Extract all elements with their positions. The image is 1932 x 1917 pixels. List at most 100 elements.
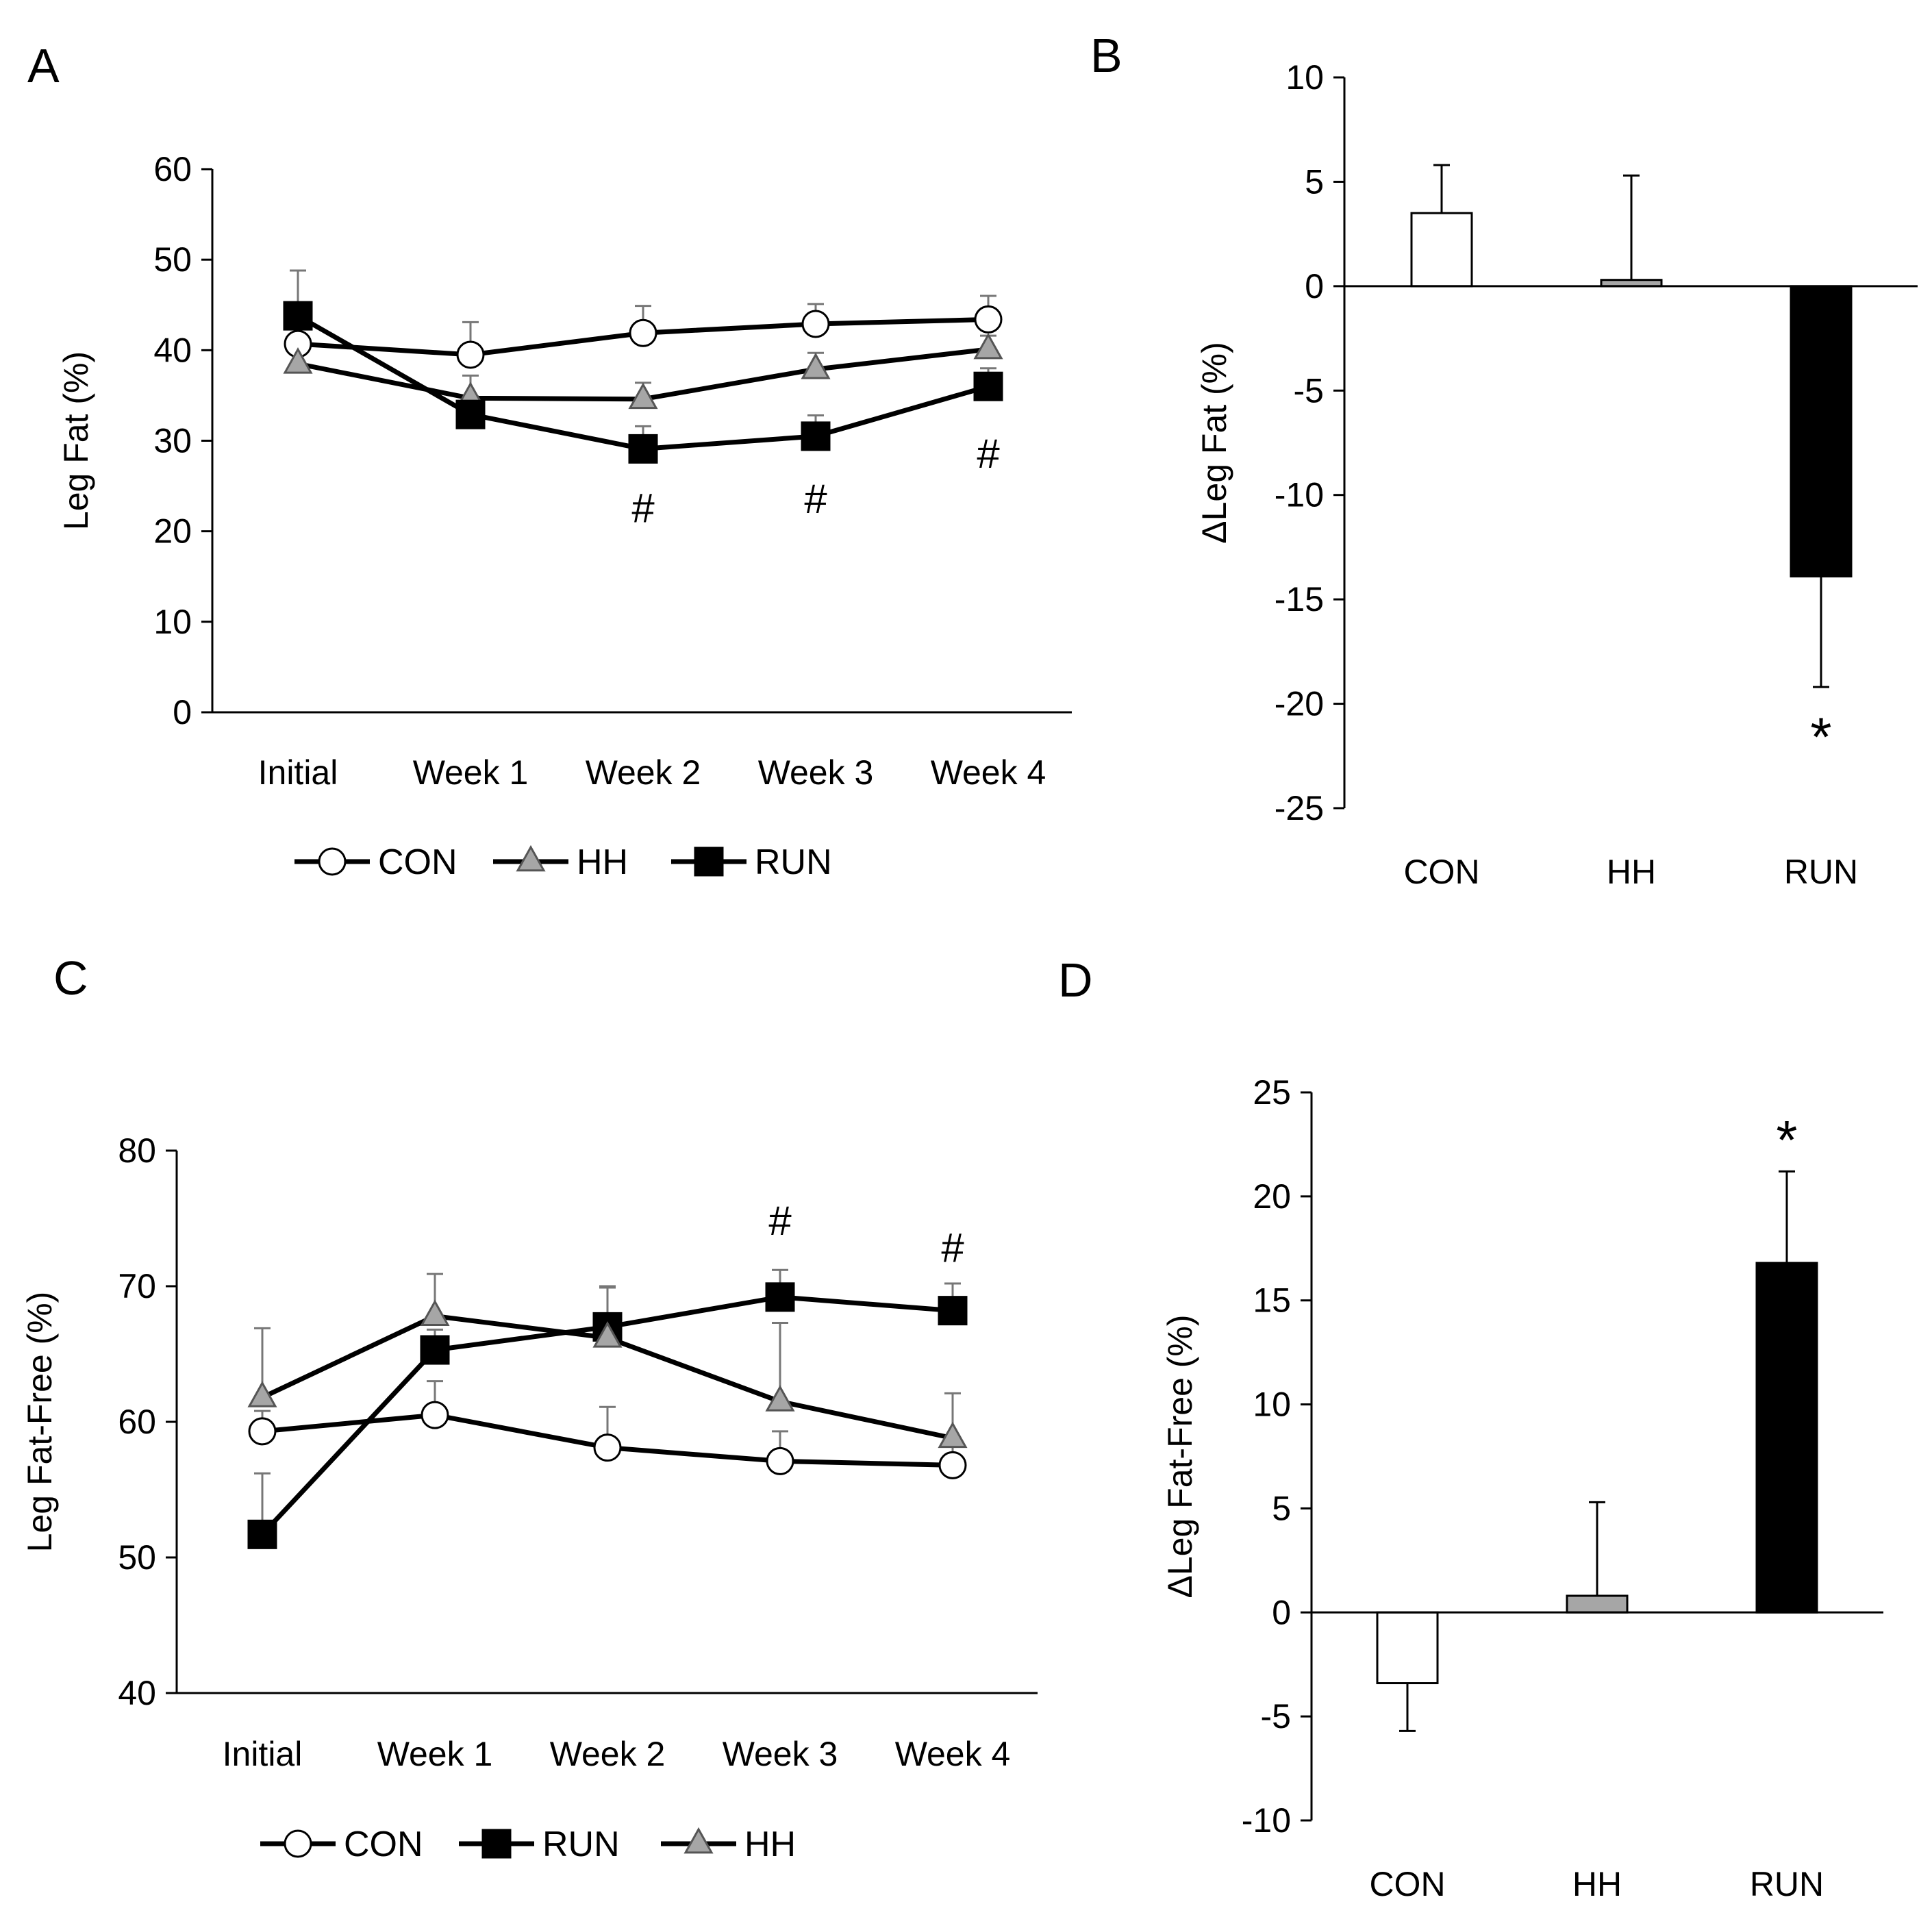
significance-mark: # bbox=[768, 1198, 792, 1244]
panel-letter: D bbox=[1058, 953, 1093, 1007]
significance-mark: # bbox=[804, 476, 827, 522]
y-tick-label: -15 bbox=[1275, 580, 1324, 618]
y-tick-label: 50 bbox=[118, 1538, 156, 1577]
x-tick-label: CON bbox=[1403, 853, 1479, 891]
y-tick-label: 20 bbox=[1253, 1177, 1291, 1216]
data-point-hh bbox=[765, 1385, 795, 1412]
x-tick-label: HH bbox=[1572, 1865, 1622, 1903]
y-axis-title: ΔLeg Fat (%) bbox=[1195, 342, 1233, 544]
data-point-con bbox=[456, 340, 485, 369]
y-tick-label: 40 bbox=[153, 331, 192, 369]
y-axis-title: ΔLeg Fat-Free (%) bbox=[1161, 1314, 1199, 1598]
data-point-run bbox=[801, 421, 831, 451]
x-tick-label: RUN bbox=[1784, 853, 1858, 891]
y-tick-label: 40 bbox=[118, 1674, 156, 1712]
x-tick-label: RUN bbox=[1750, 1865, 1824, 1903]
data-point-hh bbox=[801, 352, 831, 379]
bar-run bbox=[1755, 1262, 1818, 1614]
bar-hh bbox=[1566, 1594, 1629, 1614]
x-tick-label: Initial bbox=[223, 1735, 303, 1773]
legend-marker bbox=[683, 1827, 714, 1854]
x-tick-label: Initial bbox=[258, 753, 338, 792]
data-point-run bbox=[455, 399, 486, 429]
legend-label: CON bbox=[344, 1825, 423, 1864]
legend-marker bbox=[481, 1829, 512, 1859]
y-tick-label: 60 bbox=[153, 150, 192, 188]
panel-letter: A bbox=[27, 39, 60, 92]
y-tick-label: 0 bbox=[1272, 1593, 1291, 1631]
legend-label: RUN bbox=[542, 1825, 620, 1864]
panel-letter: C bbox=[53, 951, 88, 1005]
y-tick-label: 80 bbox=[118, 1131, 156, 1170]
y-tick-label: -5 bbox=[1261, 1697, 1291, 1736]
y-tick-label: 10 bbox=[1253, 1386, 1291, 1424]
significance-mark: # bbox=[631, 485, 655, 531]
data-point-run bbox=[765, 1282, 795, 1312]
y-tick-label: 30 bbox=[153, 422, 192, 460]
significance-star: * bbox=[1776, 1110, 1797, 1170]
y-tick-label: 10 bbox=[153, 603, 192, 641]
data-point-con bbox=[629, 318, 657, 347]
bar-run bbox=[1790, 285, 1853, 578]
data-point-hh bbox=[283, 347, 313, 374]
data-point-hh bbox=[420, 1299, 450, 1326]
significance-mark: # bbox=[977, 431, 1000, 477]
legend-label: HH bbox=[744, 1825, 796, 1864]
data-point-con bbox=[593, 1433, 622, 1462]
legend-marker bbox=[516, 844, 546, 872]
panel-letter: B bbox=[1090, 29, 1122, 82]
panel-d: D -10 -5 0 5 10 15 20 25 ΔLeg Fat-Free (%) CON HH RU… bbox=[1058, 953, 1883, 1903]
panel-a: A 0 10 20 30 40 50 60 Leg Fat (%) Initial Week 1 We… bbox=[27, 39, 1072, 882]
y-axis-title: Leg Fat-Free (%) bbox=[21, 1292, 59, 1553]
data-point-con bbox=[974, 305, 1003, 334]
data-point-hh bbox=[592, 1321, 623, 1348]
data-point-con bbox=[766, 1446, 794, 1475]
y-axis-title: Leg Fat (%) bbox=[57, 351, 95, 530]
data-point-con bbox=[248, 1417, 277, 1446]
panel-b: B -25 -20 -15 -10 -5 0 5 10 ΔLeg Fat (%) CON HH RUN * bbox=[1090, 29, 1918, 891]
x-tick-label: Week 2 bbox=[586, 753, 701, 792]
data-point-run bbox=[628, 434, 658, 464]
y-tick-label: 70 bbox=[118, 1267, 156, 1305]
data-point-run bbox=[283, 301, 313, 331]
data-point-hh bbox=[247, 1381, 277, 1407]
significance-mark: # bbox=[941, 1225, 964, 1270]
y-tick-label: 0 bbox=[1305, 267, 1324, 305]
data-point-run bbox=[938, 1296, 968, 1326]
y-tick-label: 50 bbox=[153, 240, 192, 279]
legend-marker bbox=[318, 847, 347, 876]
significance-star: * bbox=[1810, 706, 1831, 767]
x-tick-label: Week 1 bbox=[377, 1735, 493, 1773]
x-tick-label: Week 2 bbox=[550, 1735, 666, 1773]
x-tick-label: Week 4 bbox=[895, 1735, 1011, 1773]
data-point-run bbox=[973, 371, 1003, 401]
legend-marker bbox=[694, 847, 724, 877]
data-point-run bbox=[420, 1335, 450, 1365]
bar-con bbox=[1376, 1611, 1439, 1685]
data-point-run bbox=[247, 1519, 277, 1549]
x-tick-label: Week 3 bbox=[758, 753, 874, 792]
data-point-hh bbox=[938, 1421, 968, 1449]
y-tick-label: 10 bbox=[1285, 58, 1324, 97]
panel-c: C 40 50 60 70 80 Leg Fat-Free (%) Initial Week 1… bbox=[21, 951, 1038, 1864]
legend-label: CON bbox=[378, 842, 457, 882]
data-point-con bbox=[421, 1401, 449, 1429]
y-tick-label: -25 bbox=[1275, 789, 1324, 827]
y-tick-label: 25 bbox=[1253, 1073, 1291, 1112]
legend-marker bbox=[284, 1829, 312, 1858]
y-tick-label: 5 bbox=[1272, 1489, 1291, 1527]
x-tick-label: Week 1 bbox=[413, 753, 529, 792]
y-tick-label: -5 bbox=[1294, 371, 1324, 410]
y-tick-label: -10 bbox=[1242, 1801, 1291, 1840]
legend-label: RUN bbox=[755, 842, 832, 882]
y-tick-label: 15 bbox=[1253, 1281, 1291, 1320]
x-tick-label: Week 4 bbox=[931, 753, 1046, 792]
y-tick-label: -20 bbox=[1275, 685, 1324, 723]
y-tick-label: 20 bbox=[153, 512, 192, 551]
data-point-con bbox=[938, 1451, 967, 1479]
x-tick-label: HH bbox=[1607, 853, 1656, 891]
data-point-con bbox=[801, 310, 830, 338]
legend-label: HH bbox=[577, 842, 628, 882]
y-tick-label: 60 bbox=[118, 1403, 156, 1441]
